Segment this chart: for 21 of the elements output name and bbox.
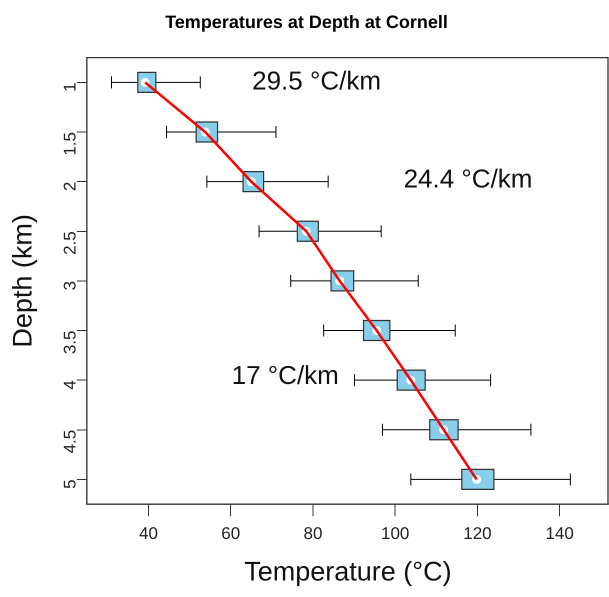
annotation: 24.4 °C/km bbox=[404, 164, 532, 194]
y-tick-label: 4 bbox=[60, 380, 80, 390]
y-tick-label: 2 bbox=[60, 182, 80, 192]
x-axis-title: Temperature (°C) bbox=[244, 556, 452, 586]
annotation: 17 °C/km bbox=[232, 360, 339, 390]
x-tick-label: 80 bbox=[303, 524, 322, 544]
y-tick-label: 1.5 bbox=[60, 132, 80, 156]
y-tick-label: 5 bbox=[60, 479, 80, 489]
chart-title: Temperatures at Depth at Cornell bbox=[165, 12, 448, 32]
y-tick-label: 3.5 bbox=[60, 330, 80, 354]
annotation: 29.5 °C/km bbox=[252, 65, 382, 96]
y-tick-label: 4.5 bbox=[60, 430, 80, 454]
y-tick-label: 3 bbox=[60, 280, 80, 290]
y-tick-label: 1 bbox=[60, 82, 80, 92]
x-tick-label: 120 bbox=[463, 524, 492, 544]
x-tick-label: 40 bbox=[139, 524, 158, 544]
y-tick-label: 2.5 bbox=[60, 231, 80, 255]
x-tick-label: 140 bbox=[545, 524, 574, 544]
x-tick-label: 60 bbox=[221, 524, 240, 544]
y-axis-title: Depth (km) bbox=[8, 214, 38, 348]
x-tick-label: 100 bbox=[381, 524, 410, 544]
